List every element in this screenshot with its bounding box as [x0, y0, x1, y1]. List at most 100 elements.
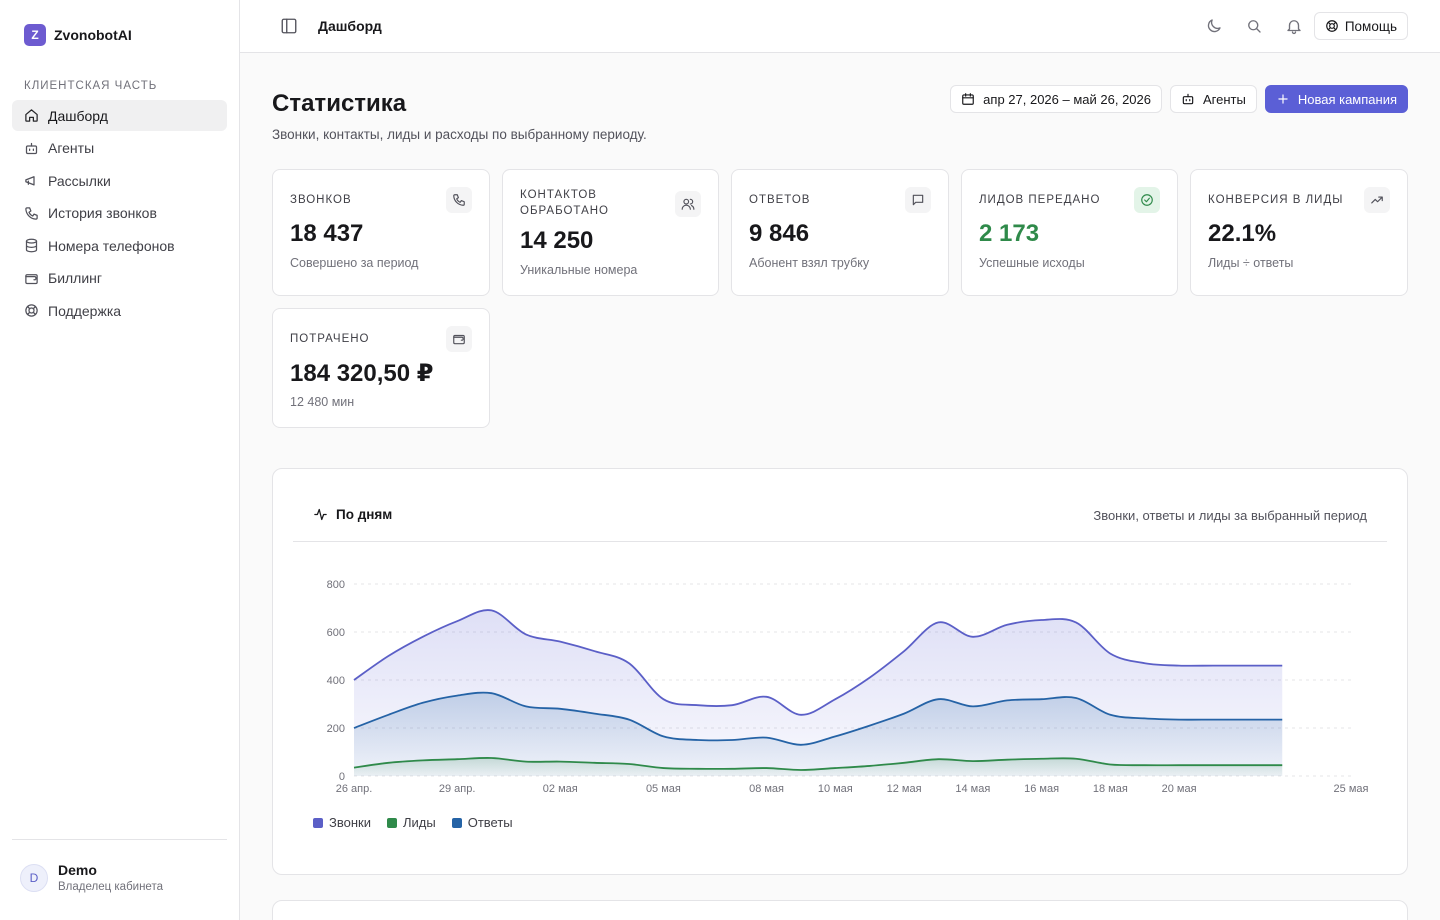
sidebar-item-mailings[interactable]: Рассылки [12, 165, 227, 196]
kpi-note: Уникальные номера [520, 263, 638, 277]
daily-chart-card: По дням Звонки, ответы и лиды за выбранн… [272, 468, 1408, 875]
daily-chart[interactable]: 0 200 400 600 800 26 апр. 29 апр. 02 мая 05 мая… [273, 469, 1409, 809]
y-tick-label: 600 [327, 627, 345, 639]
lifebuoy-icon [25, 304, 38, 317]
sidebar-item-label: Рассылки [48, 172, 111, 189]
new-campaign-button[interactable]: Новая кампания [1264, 85, 1408, 113]
page-title: Статистика [272, 90, 407, 117]
activity-icon [314, 508, 327, 521]
help-label: Помощь [1344, 18, 1397, 34]
kpi-card-spent: ПОТРАЧЕНО 184 320,50 ₽ 12 480 мин [272, 308, 490, 428]
series-line-answers[interactable] [353, 691, 1283, 746]
brand[interactable]: Z ZvonobotAI [24, 24, 132, 46]
sidebar-item-call-history[interactable]: История звонков [12, 198, 227, 229]
legend-item-answers[interactable]: Ответы [451, 815, 513, 830]
chart-title: По дням [313, 507, 392, 522]
database-icon [25, 238, 38, 253]
x-tick-label: 05 мая [646, 783, 681, 795]
agents-filter-label: Агенты [1203, 91, 1246, 107]
lifebuoy-icon [1326, 20, 1338, 32]
sidebar-item-agents[interactable]: Агенты [12, 133, 227, 164]
agents-filter-button[interactable]: Агенты [1170, 85, 1257, 113]
next-card [272, 900, 1408, 920]
sidebar-section-label: КЛИЕНТСКАЯ ЧАСТЬ [24, 80, 158, 92]
y-tick-label: 800 [327, 579, 345, 591]
user-role: Владелец кабинета [58, 881, 163, 893]
x-tick-label: 25 мая [1334, 783, 1369, 795]
kpi-value: 184 320,50 ₽ [290, 360, 434, 387]
series-area-answers [354, 692, 1283, 776]
breadcrumb: Дашборд [318, 18, 382, 34]
check-circle-icon [1134, 187, 1160, 213]
x-tick-label: 02 мая [543, 783, 578, 795]
date-range-label: апр 27, 2026 – май 26, 2026 [983, 91, 1151, 107]
kpi-card-answers: ОТВЕТОВ 9 846 Абонент взял трубку [731, 169, 949, 296]
kpi-card-leads: ЛИДОВ ПЕРЕДАНО 2 173 Успешные исходы [961, 169, 1178, 296]
kpi-note: Успешные исходы [979, 256, 1085, 270]
x-tick-label: 26 апр. [336, 783, 373, 795]
brand-logo: Z [24, 24, 46, 46]
kpi-label: КОНВЕРСИЯ В ЛИДЫ [1208, 194, 1344, 206]
phone-icon [25, 206, 38, 220]
new-campaign-label: Новая кампания [1297, 91, 1397, 107]
moon-icon[interactable] [1205, 17, 1223, 35]
legend-label: Звонки [329, 815, 371, 830]
home-icon [25, 109, 38, 122]
page-subtitle: Звонки, контакты, лиды и расходы по выбр… [272, 127, 647, 142]
kpi-card-calls: ЗВОНКОВ 18 437 Совершено за период [272, 169, 490, 296]
x-tick-label: 29 апр. [439, 783, 476, 795]
kpi-note: Совершено за период [290, 256, 419, 270]
sidebar-item-billing[interactable]: Биллинг [12, 263, 227, 294]
plus-icon [1278, 94, 1288, 104]
sidebar-divider [12, 839, 227, 840]
sidebar-item-phone-numbers[interactable]: Номера телефонов [12, 230, 227, 261]
sidebar-item-support[interactable]: Поддержка [12, 295, 227, 326]
sidebar-item-label: Дашборд [48, 107, 108, 124]
series-line-calls[interactable] [353, 609, 1283, 716]
x-tick-label: 16 мая [1024, 783, 1059, 795]
y-tick-label: 0 [339, 771, 345, 783]
sidebar-item-label: Биллинг [48, 270, 103, 286]
kpi-value: 2 173 [979, 220, 1040, 247]
kpi-card-contacts: КОНТАКТОВ ОБРАБОТАНО 14 250 Уникальные н… [502, 169, 719, 296]
legend-item-calls[interactable]: Звонки [313, 815, 371, 830]
kpi-label: КОНТАКТОВ ОБРАБОТАНО [520, 189, 609, 217]
y-tick-label: 400 [327, 675, 345, 687]
y-tick-label: 200 [327, 723, 345, 735]
sidebar-item-label: Поддержка [48, 302, 122, 319]
kpi-note: Абонент взял трубку [749, 256, 870, 270]
chart-title-label: По дням [336, 507, 393, 522]
bot-icon [1182, 93, 1194, 105]
phone-icon [446, 187, 472, 213]
user-menu[interactable]: D Demo Владелец кабинета [20, 862, 163, 893]
megaphone-icon [25, 176, 35, 186]
trending-up-icon [1364, 187, 1390, 213]
search-icon[interactable] [1245, 17, 1263, 35]
series-line-leads[interactable] [353, 757, 1283, 771]
sidebar-item-label: История звонков [48, 205, 157, 221]
legend-swatch [313, 817, 323, 828]
sidebar-item-dashboard[interactable]: Дашборд [12, 100, 227, 131]
bell-icon[interactable] [1285, 17, 1303, 35]
brand-name: ZvonobotAI [54, 27, 132, 43]
sidebar-item-label: Агенты [48, 140, 95, 156]
sidebar-item-label: Номера телефонов [48, 237, 175, 254]
legend-swatch [386, 817, 397, 828]
calendar-icon [962, 93, 975, 105]
wallet-icon [446, 326, 472, 352]
sidebar-toggle-icon[interactable] [280, 17, 298, 35]
date-range-picker[interactable]: апр 27, 2026 – май 26, 2026 [950, 85, 1162, 113]
help-button[interactable]: Помощь [1313, 12, 1408, 40]
legend-label: Ответы [467, 815, 513, 830]
legend-label: Лиды [402, 815, 436, 830]
x-tick-label: 20 мая [1162, 783, 1197, 795]
x-tick-label: 08 мая [749, 783, 784, 795]
series-area-leads [354, 757, 1283, 776]
kpi-value: 18 437 [290, 220, 364, 247]
x-tick-label: 10 мая [818, 783, 853, 795]
sidebar: Z ZvonobotAI КЛИЕНТСКАЯ ЧАСТЬ Дашборд Аг… [0, 0, 240, 920]
legend-item-leads[interactable]: Лиды [386, 815, 436, 830]
chart-divider [293, 541, 1387, 542]
kpi-note: 12 480 мин [290, 395, 355, 409]
bot-icon [25, 142, 38, 154]
